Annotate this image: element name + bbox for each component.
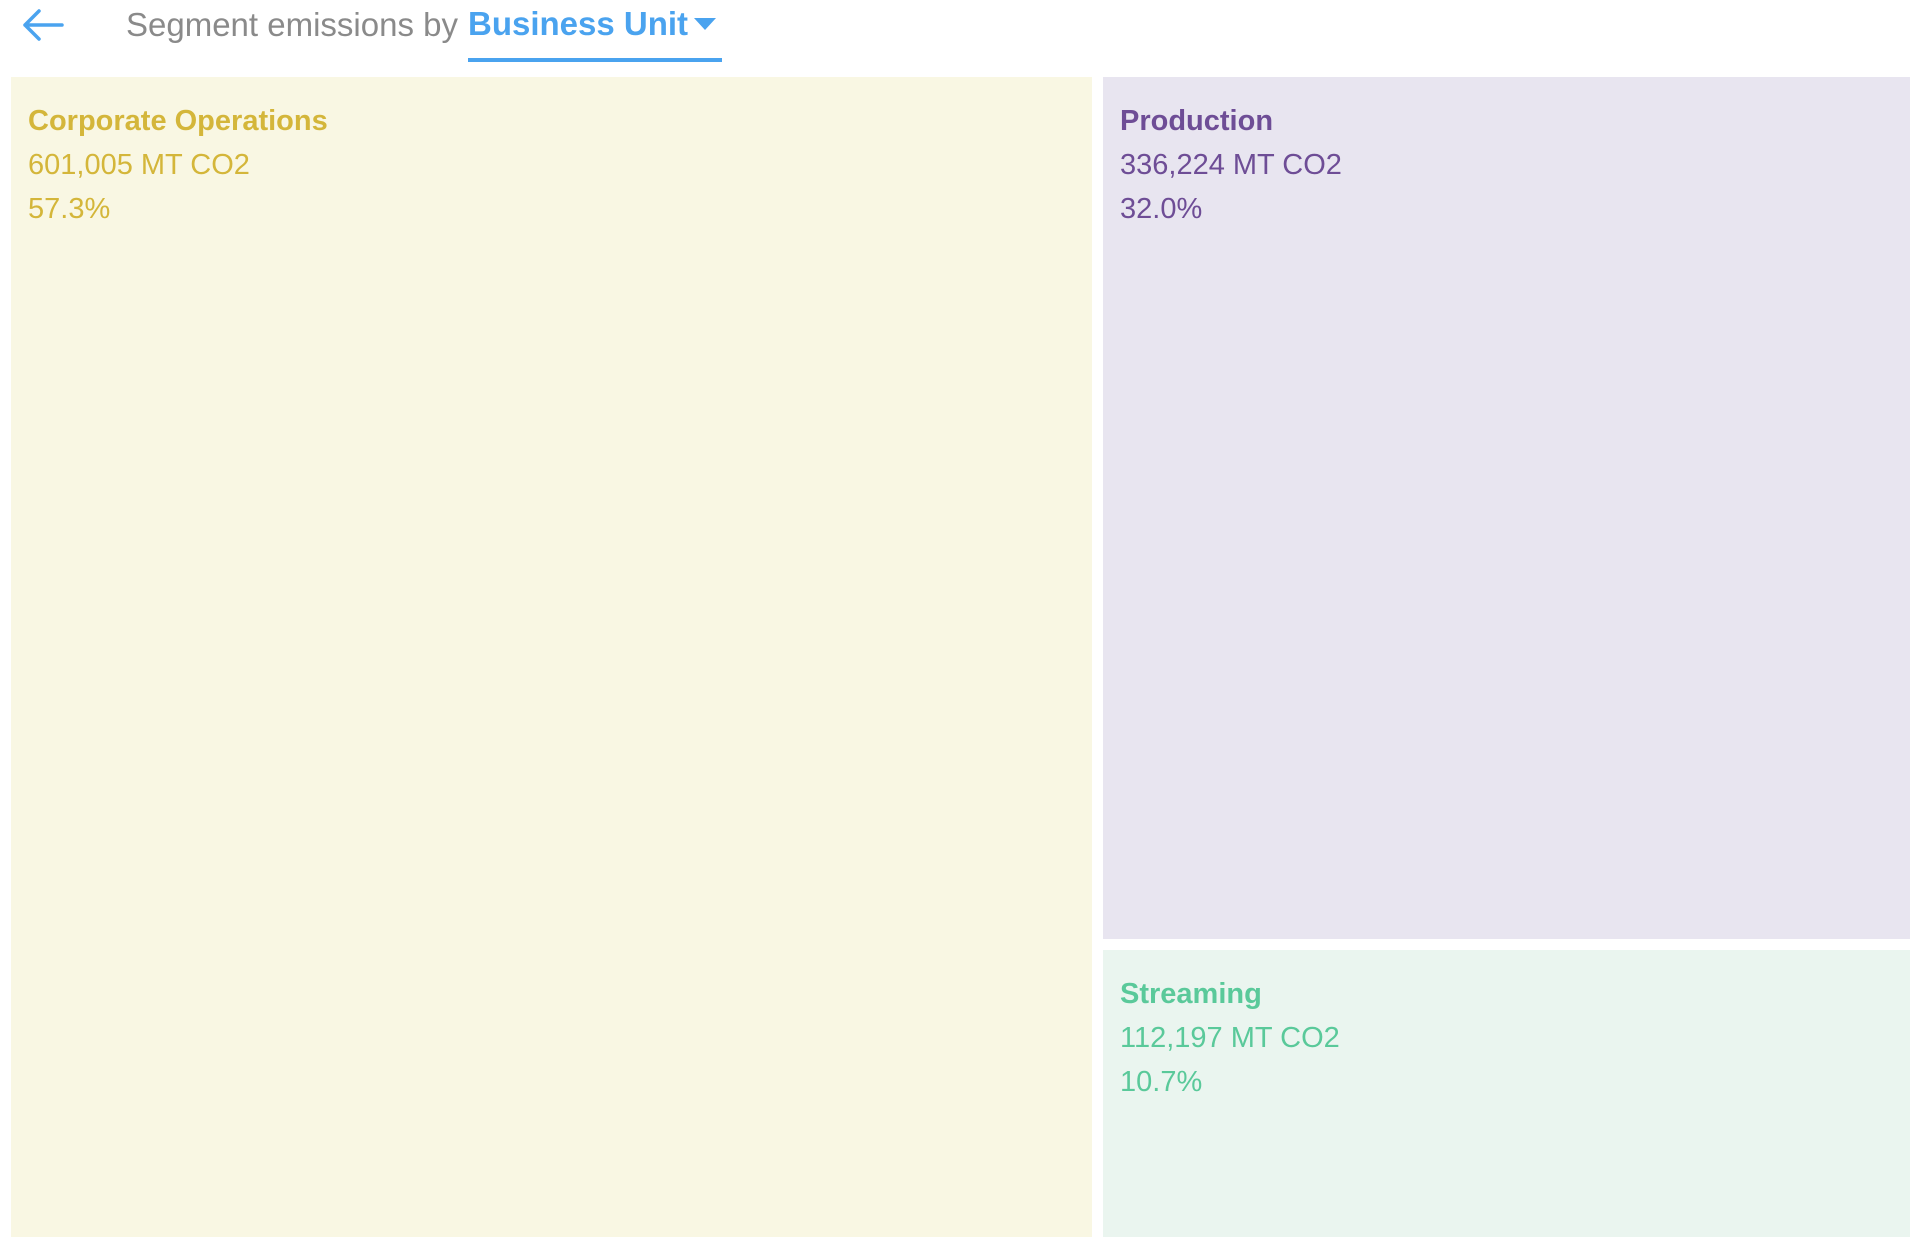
treemap-tile-production[interactable]: Production 336,224 MT CO2 32.0%: [1103, 77, 1910, 939]
tile-name: Corporate Operations: [28, 105, 328, 137]
tile-percent: 57.3%: [28, 193, 111, 225]
dimension-dropdown[interactable]: Business Unit: [468, 0, 723, 62]
tile-percent: 32.0%: [1120, 193, 1203, 225]
arrow-left-icon: [23, 9, 64, 41]
title-prefix: Segment emissions by: [126, 6, 458, 43]
tile-percent: 10.7%: [1120, 1066, 1203, 1098]
tile-name: Production: [1120, 105, 1274, 137]
caret-down-icon: [694, 18, 717, 30]
tile-value: 112,197 MT CO2: [1120, 1022, 1340, 1054]
dimension-label: Business Unit: [468, 5, 689, 42]
chart-header: Segment emissions by Business Unit: [0, 0, 1920, 72]
treemap-tile-streaming[interactable]: Streaming 112,197 MT CO2 10.7%: [1103, 950, 1910, 1237]
tile-value: 601,005 MT CO2: [28, 149, 250, 181]
tile-name: Streaming: [1120, 978, 1262, 1010]
tile-value: 336,224 MT CO2: [1120, 149, 1342, 181]
treemap: Corporate Operations 601,005 MT CO2 57.3% P…: [11, 77, 1910, 1237]
back-button[interactable]: [14, 2, 70, 48]
treemap-tile-corporate-operations[interactable]: Corporate Operations 601,005 MT CO2 57.3%: [11, 77, 1092, 1237]
